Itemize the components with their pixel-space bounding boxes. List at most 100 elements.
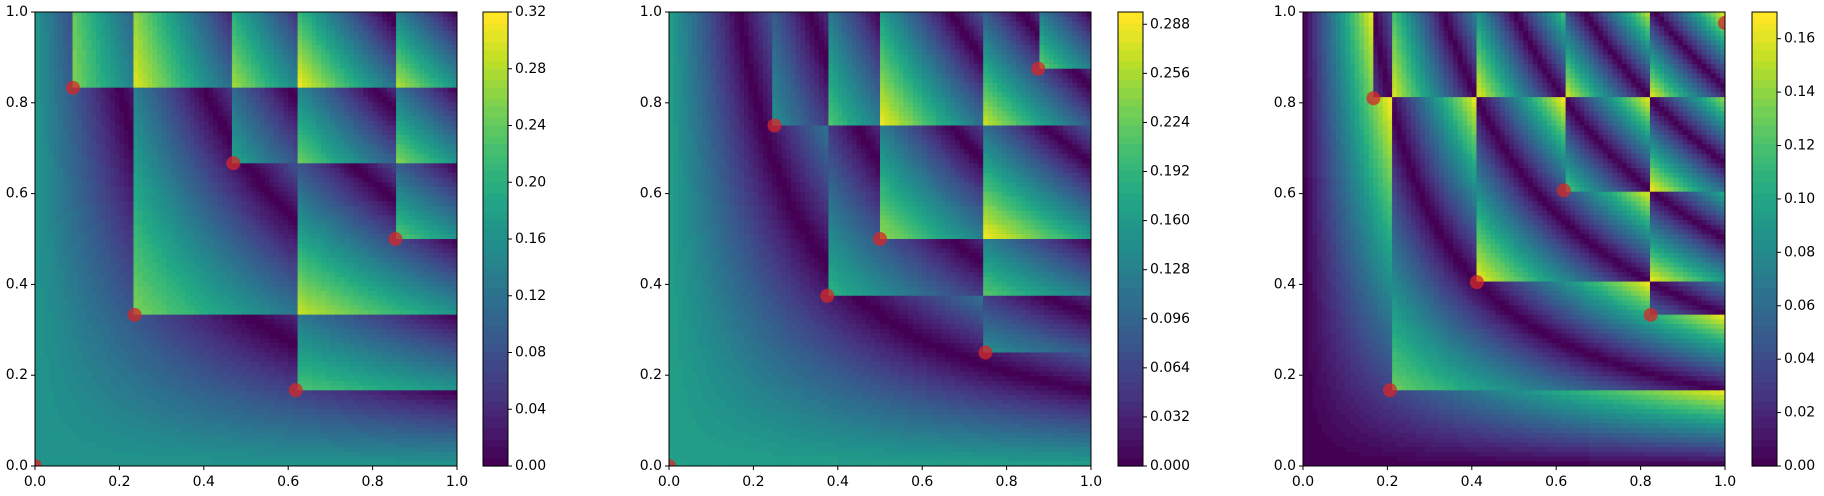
field-cell — [424, 224, 430, 231]
field-cell — [49, 35, 55, 41]
field-cell — [128, 220, 135, 226]
field-cell — [419, 116, 425, 122]
field-cell — [77, 262, 83, 268]
field-cell — [297, 111, 303, 117]
field-cell — [222, 272, 228, 278]
field-cell — [250, 149, 256, 155]
field-cell — [53, 116, 60, 122]
field-cell — [217, 196, 224, 202]
field-cell — [152, 97, 158, 103]
field-cell — [255, 205, 261, 212]
field-cell — [344, 59, 350, 65]
field-cell — [297, 106, 303, 112]
field-cell — [152, 267, 158, 273]
field-cell — [194, 130, 200, 136]
field-cell — [330, 78, 336, 84]
field-cell — [217, 158, 224, 164]
field-cell — [292, 54, 299, 60]
field-cell — [321, 125, 327, 131]
field-cell — [49, 144, 55, 150]
field-cell — [170, 54, 177, 60]
field-cell — [67, 243, 74, 250]
field-cell — [274, 220, 280, 226]
field-cell — [91, 134, 97, 141]
field-cell — [321, 16, 327, 23]
field-cell — [330, 92, 336, 98]
field-cell — [367, 224, 374, 231]
field-cell — [138, 248, 144, 254]
field-cell — [419, 54, 425, 60]
field-cell — [330, 59, 336, 65]
field-cell — [335, 205, 341, 212]
field-cell — [335, 45, 341, 51]
field-cell — [447, 82, 453, 89]
field-cell — [194, 49, 200, 56]
field-cell — [114, 54, 120, 60]
field-cell — [44, 16, 50, 23]
field-cell — [424, 262, 430, 268]
field-cell — [381, 101, 388, 108]
field-cell — [105, 153, 111, 160]
field-cell — [203, 21, 210, 27]
field-cell — [208, 158, 214, 164]
field-cell — [269, 201, 275, 207]
field-cell — [391, 243, 397, 250]
field-cell — [363, 234, 369, 240]
field-cell — [306, 186, 313, 193]
field-cell — [306, 45, 313, 51]
field-cell — [49, 262, 55, 268]
field-cell — [306, 16, 313, 23]
field-cell — [358, 26, 364, 32]
field-cell — [447, 168, 453, 174]
field-cell — [264, 49, 271, 56]
field-cell — [246, 257, 252, 264]
field-cell — [288, 267, 294, 273]
field-cell — [185, 205, 191, 212]
field-cell — [377, 168, 383, 174]
field-cell — [344, 153, 350, 160]
field-cell — [72, 253, 78, 259]
field-cell — [203, 73, 210, 79]
field-cell — [269, 248, 275, 254]
field-cell — [124, 111, 130, 117]
field-cell — [302, 30, 308, 37]
field-cell — [367, 30, 374, 37]
field-cell — [124, 201, 130, 207]
field-cell — [363, 130, 369, 136]
field-cell — [203, 163, 210, 169]
field-cell — [302, 59, 308, 65]
field-cell — [410, 134, 416, 141]
field-cell — [292, 205, 299, 212]
field-cell — [236, 220, 242, 226]
field-cell — [91, 191, 97, 198]
field-cell — [246, 92, 252, 98]
field-cell — [283, 215, 289, 221]
field-cell — [72, 262, 78, 268]
field-cell — [53, 68, 60, 75]
field-cell — [227, 220, 233, 226]
field-cell — [321, 267, 327, 273]
field-cell — [316, 239, 322, 245]
field-cell — [100, 45, 106, 51]
field-cell — [166, 54, 172, 60]
field-cell — [335, 201, 341, 207]
field-cell — [217, 267, 224, 273]
field-cell — [297, 97, 303, 103]
field-cell — [95, 149, 102, 155]
field-cell — [185, 248, 191, 254]
field-cell — [250, 130, 256, 136]
field-cell — [194, 73, 200, 79]
field-cell — [316, 35, 322, 41]
field-cell — [170, 35, 177, 41]
field-cell — [344, 158, 350, 164]
field-cell — [316, 215, 322, 221]
field-cell — [297, 253, 303, 259]
field-cell — [278, 82, 285, 89]
field-cell — [264, 153, 271, 160]
field-cell — [35, 215, 41, 221]
field-cell — [288, 106, 294, 112]
field-cell — [419, 220, 425, 226]
field-cell — [185, 196, 191, 202]
field-cell — [110, 116, 116, 122]
field-cell — [105, 267, 111, 273]
